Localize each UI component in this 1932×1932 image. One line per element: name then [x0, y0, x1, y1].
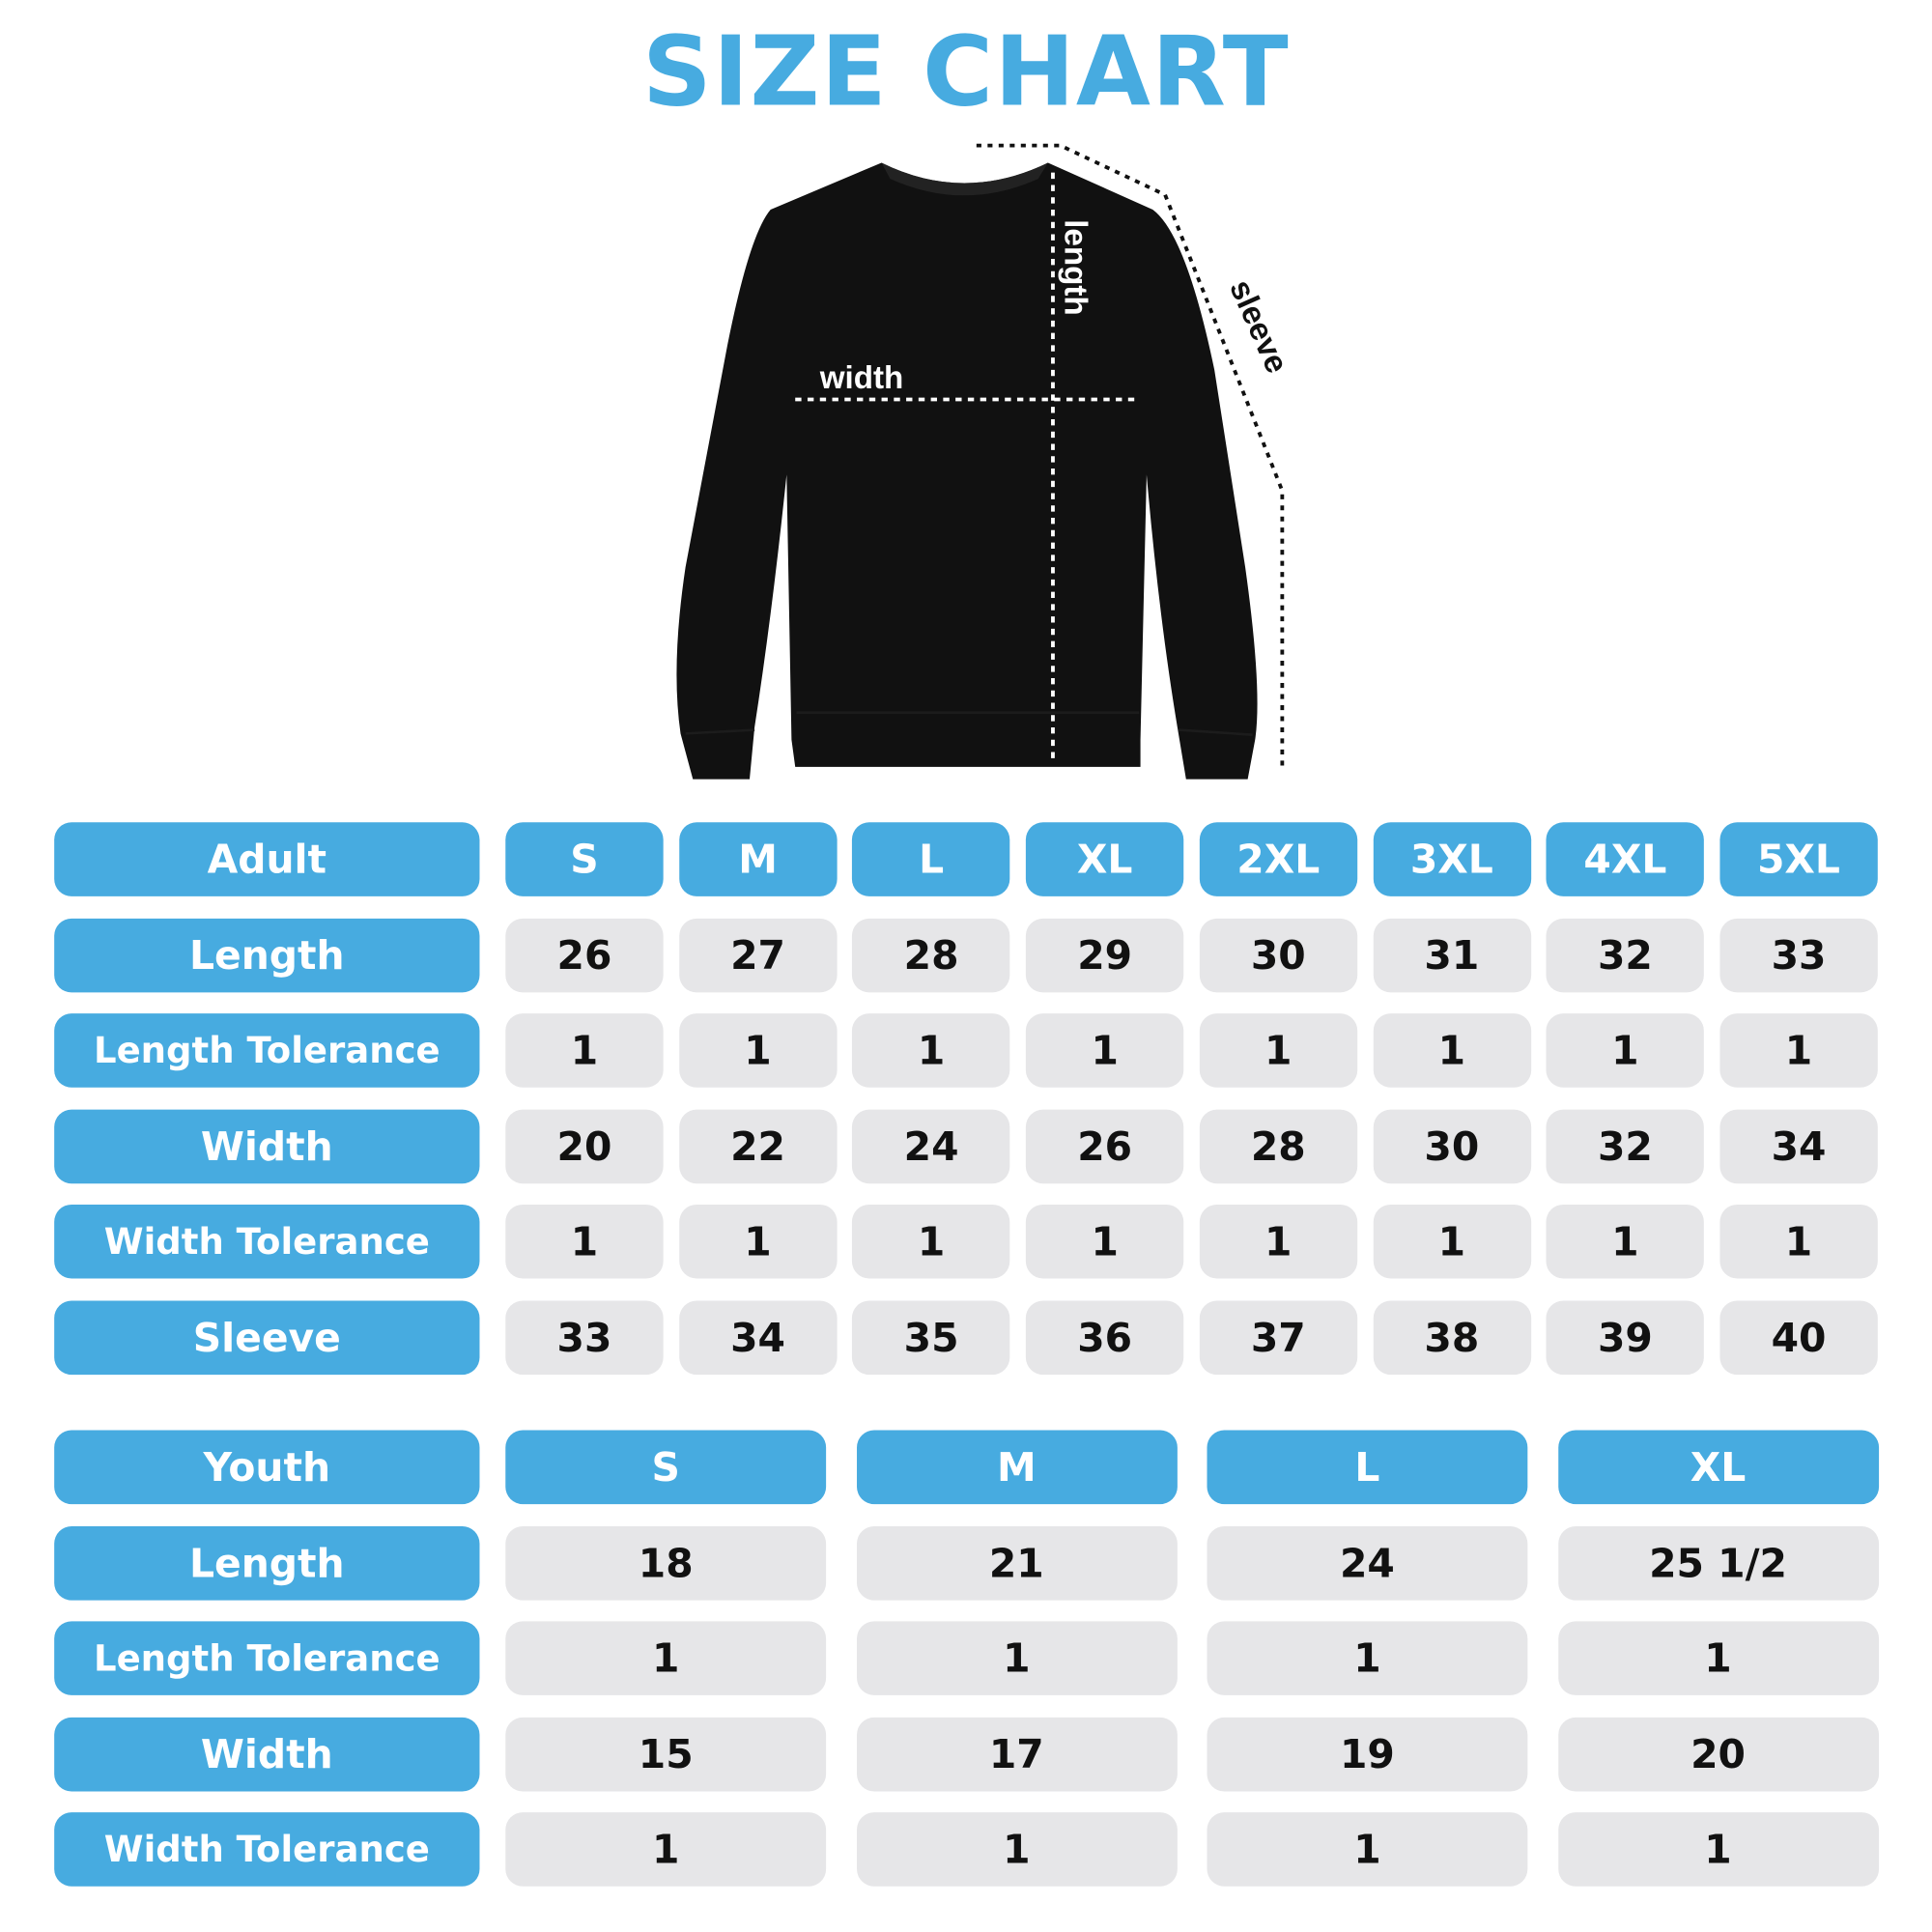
table-cell: 1: [505, 1812, 827, 1888]
table-cell: 35: [852, 1300, 1010, 1376]
table-cell: 1: [852, 1013, 1010, 1088]
size-header-l: L: [1207, 1430, 1528, 1505]
table-cell: 1: [505, 1013, 664, 1088]
length-label: length: [1058, 219, 1094, 316]
size-header-xl: XL: [1026, 822, 1184, 896]
table-cell: 37: [1199, 1300, 1357, 1376]
width-label: width: [819, 360, 904, 396]
table-cell: 39: [1546, 1300, 1705, 1376]
right-cuff-line: [1179, 728, 1253, 736]
table-cell: 20: [1557, 1717, 1879, 1792]
table-cell: 21: [856, 1525, 1178, 1601]
table-cell: 25 1/2: [1557, 1525, 1879, 1601]
table-cell: 1: [678, 1205, 838, 1280]
table-cell: 19: [1207, 1717, 1528, 1792]
table-cell: 32: [1546, 1109, 1705, 1183]
table-cell: 26: [1026, 1109, 1184, 1183]
row-label: Width: [54, 1109, 480, 1183]
row-label: Length: [54, 1525, 480, 1601]
page-title: SIZE CHART: [642, 16, 1290, 128]
size-header-m: M: [856, 1430, 1178, 1505]
table-cell: 1: [505, 1621, 827, 1696]
table-cell: 34: [1719, 1109, 1878, 1183]
size-header-2xl: 2XL: [1199, 822, 1357, 896]
table-cell: 24: [1207, 1525, 1528, 1601]
sweatshirt-image: [676, 162, 1258, 780]
size-header-m: M: [678, 822, 838, 896]
table-cell: 33: [1719, 918, 1878, 992]
table-cell: 31: [1373, 918, 1531, 992]
table-cell: 1: [856, 1621, 1178, 1696]
table-cell: 1: [1719, 1013, 1878, 1088]
row-label: Width Tolerance: [54, 1205, 480, 1280]
table-cell: 1: [678, 1013, 838, 1088]
row-label: Length Tolerance: [54, 1621, 480, 1696]
size-header-4xl: 4XL: [1546, 822, 1705, 896]
table-cell: 1: [1557, 1621, 1879, 1696]
table-cell: 26: [505, 918, 664, 992]
table-cell: 1: [1026, 1205, 1184, 1280]
sleeve-measure-line: [976, 143, 1285, 771]
table-cell: 30: [1373, 1109, 1531, 1183]
table-cell: 1: [1373, 1205, 1531, 1280]
size-header-s: S: [505, 1430, 827, 1505]
table-cell: 1: [1546, 1205, 1705, 1280]
table-cell: 27: [678, 918, 838, 992]
table-cell: 33: [505, 1300, 664, 1376]
size-header-s: S: [505, 822, 664, 896]
table-cell: 30: [1199, 918, 1357, 992]
table-cell: 34: [678, 1300, 838, 1376]
row-label: Length: [54, 918, 480, 992]
size-header-5xl: 5XL: [1719, 822, 1878, 896]
table-cell: 29: [1026, 918, 1184, 992]
table-cell: 1: [1373, 1013, 1531, 1088]
table-cell: 38: [1373, 1300, 1531, 1376]
size-header-xl: XL: [1557, 1430, 1879, 1505]
table-cell: 1: [1207, 1812, 1528, 1888]
adult-header-label: Adult: [54, 822, 480, 896]
table-cell: 32: [1546, 918, 1705, 992]
left-cuff-line: [685, 728, 755, 735]
table-cell: 20: [505, 1109, 664, 1183]
table-cell: 1: [505, 1205, 664, 1280]
table-cell: 15: [505, 1717, 827, 1792]
row-label: Width Tolerance: [54, 1812, 480, 1888]
table-cell: 28: [1199, 1109, 1357, 1183]
table-cell: 1: [852, 1205, 1010, 1280]
table-cell: 1: [1199, 1205, 1357, 1280]
table-cell: 40: [1719, 1300, 1878, 1376]
row-label: Sleeve: [54, 1300, 480, 1376]
table-cell: 1: [1719, 1205, 1878, 1280]
table-cell: 28: [852, 918, 1010, 992]
table-cell: 1: [856, 1812, 1178, 1888]
youth-header-label: Youth: [54, 1430, 480, 1505]
sweatshirt-diagram: width length sleeve: [676, 143, 1294, 780]
table-cell: 24: [852, 1109, 1010, 1183]
table-cell: 1: [1546, 1013, 1705, 1088]
size-header-l: L: [852, 822, 1010, 896]
row-label: Width: [54, 1717, 480, 1792]
row-label: Length Tolerance: [54, 1013, 480, 1088]
table-cell: 1: [1207, 1621, 1528, 1696]
size-header-3xl: 3XL: [1373, 822, 1531, 896]
table-cell: 17: [856, 1717, 1178, 1792]
table-cell: 1: [1557, 1812, 1879, 1888]
collar: [881, 162, 1048, 196]
table-cell: 36: [1026, 1300, 1184, 1376]
table-cell: 1: [1199, 1013, 1357, 1088]
table-cell: 1: [1026, 1013, 1184, 1088]
table-cell: 22: [678, 1109, 838, 1183]
table-cell: 18: [505, 1525, 827, 1601]
